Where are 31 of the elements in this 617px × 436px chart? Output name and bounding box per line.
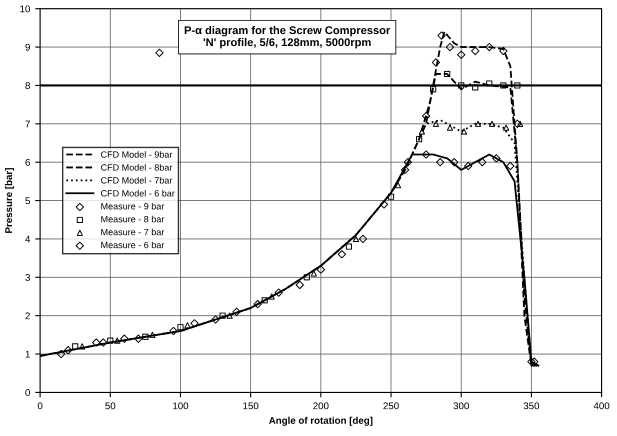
legend-label: CFD Model - 8bar [101,164,172,171]
legend-label: Measure - 9 bar [101,202,164,210]
y-tick-label: 10 [20,5,30,12]
x-tick-label: 100 [173,402,188,410]
x-axis-title: Angle of rotation [deg] [268,416,372,426]
x-tick-label: 300 [453,402,469,410]
y-tick-label: 6 [25,158,30,166]
x-tick-label: 150 [243,402,258,410]
x-tick-label: 200 [313,402,329,410]
x-tick-label: 50 [105,402,116,410]
y-tick-label: 4 [25,236,30,242]
text: P-α diagram for the Screw Compressor 'N' profile, 5/6, 128mm, 5000rpm [184,26,390,48]
x-tick-label: 0 [38,402,42,410]
legend-label: CFD Model - 6 bar [101,190,175,197]
y-tick-label: 3 [25,274,30,281]
y-tick-label: 8 [25,82,30,90]
x-tick-label: 350 [524,402,540,410]
legend-label: Measure - 8 bar [101,216,164,222]
y-tick-label: 9 [25,44,30,51]
y-axis-title: Pressure [bar] [4,168,14,233]
x-tick-label: 250 [383,402,399,410]
y-tick-label: 0 [25,389,30,396]
y-tick-label: 5 [25,197,30,204]
x-tick-label: 400 [594,402,610,410]
y-tick-label: 1 [26,350,30,358]
legend-label: CFD Model - 7bar [101,176,172,184]
legend-label: Measure - 6 bar [101,242,164,248]
y-tick-label: 7 [25,120,30,128]
legend-label: Measure - 7 bar [101,228,164,236]
legend-label: CFD Model - 9bar [101,151,172,158]
y-tick-label: 2 [25,312,30,320]
